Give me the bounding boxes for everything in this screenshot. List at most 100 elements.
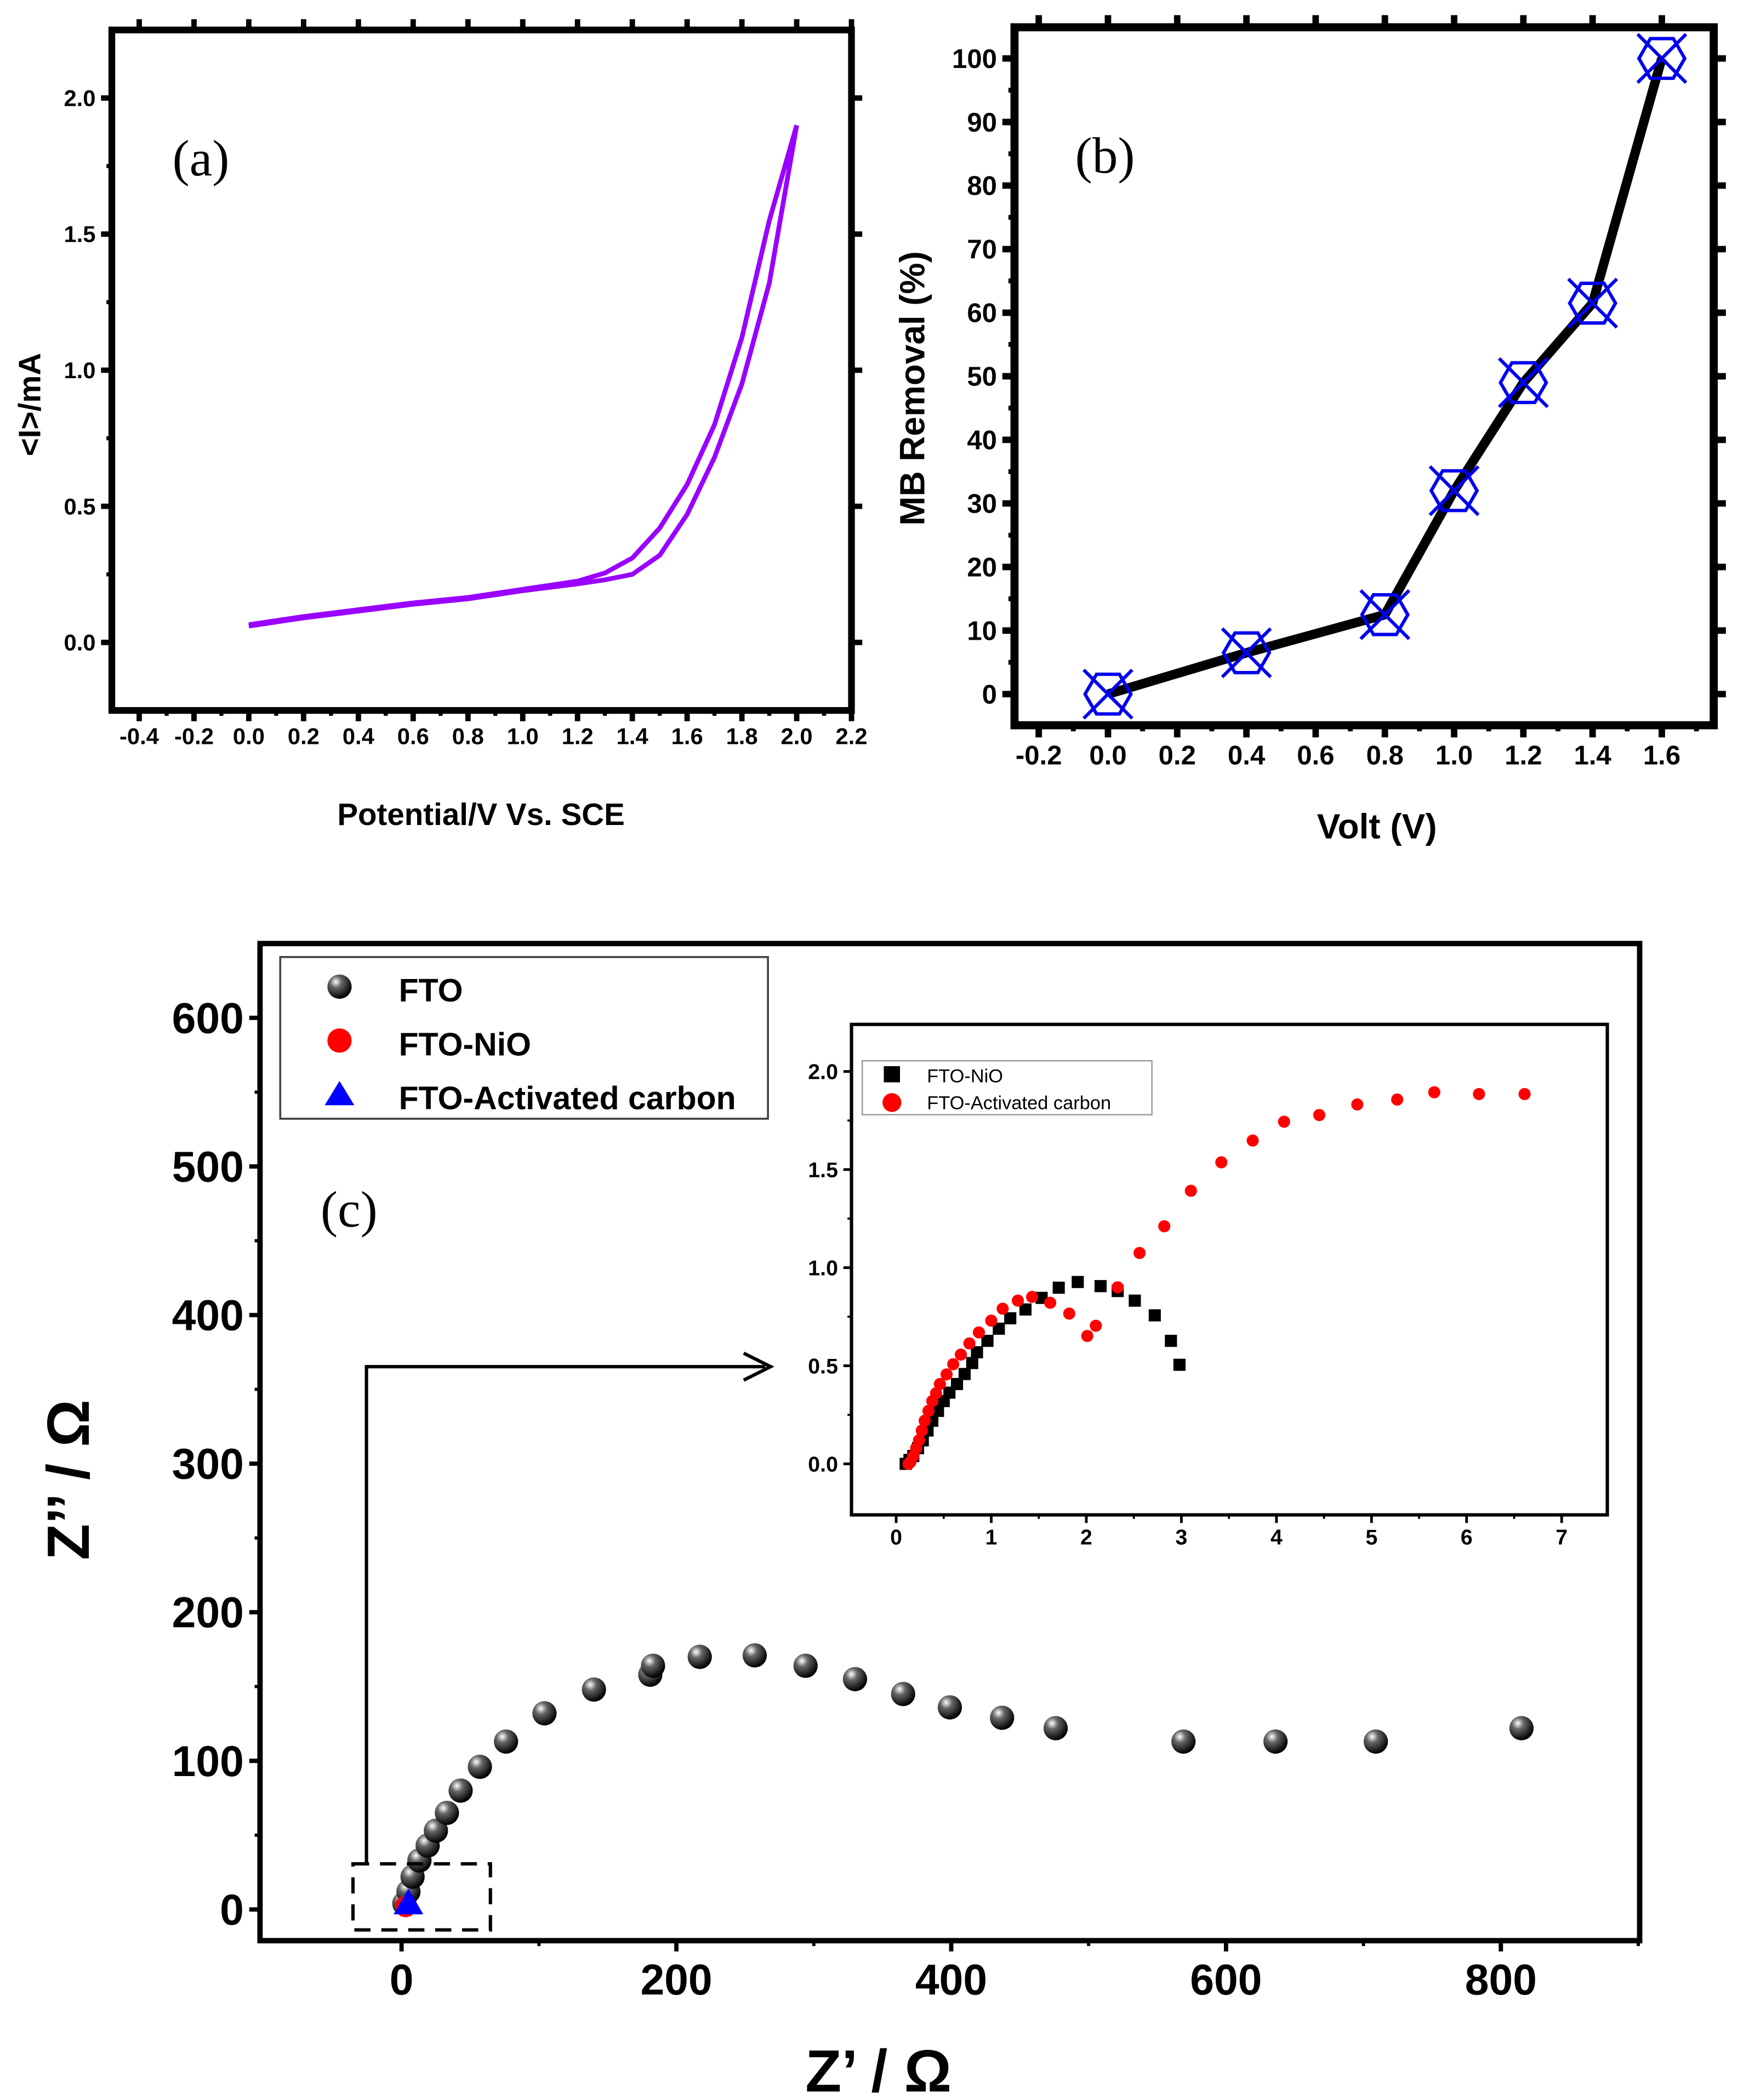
- y-tick-label: 10: [967, 616, 997, 646]
- y-tick-label: 50: [967, 362, 997, 392]
- y-tick-label: 200: [172, 1589, 244, 1637]
- inset-point-fto-ac: [954, 1348, 967, 1361]
- y-tick-label: 100: [172, 1737, 244, 1785]
- data-point-cross: [1636, 33, 1688, 84]
- x-tick-label: 0: [890, 1526, 902, 1550]
- y-tick-label: 0: [982, 679, 997, 709]
- legend-marker-fto-ac: [324, 1081, 355, 1106]
- zoom-region-dashed-box: [351, 1862, 492, 1932]
- x-tick-label: 800: [1465, 1956, 1537, 2004]
- y-tick-label: 40: [967, 425, 997, 456]
- data-point-fto: [1043, 1716, 1068, 1740]
- data-point-fto: [1263, 1729, 1288, 1754]
- y-tick-label: 400: [172, 1291, 244, 1340]
- data-point-hexagon: [1221, 631, 1272, 675]
- x-tick-label: 2.2: [836, 724, 868, 749]
- y-tick-label: 90: [967, 107, 997, 138]
- x-tick-label: 0.8: [1366, 740, 1404, 770]
- data-point-hexagon: [1083, 673, 1133, 716]
- data-point-cross: [1428, 465, 1480, 516]
- y-tick-label: 1.0: [808, 1256, 838, 1280]
- inset-point-fto-nio: [1004, 1312, 1017, 1324]
- x-tick-label: 1.6: [671, 724, 703, 749]
- x-tick-label: 5: [1365, 1526, 1377, 1550]
- x-tick-label: -0.4: [119, 724, 159, 749]
- y-tick-label: 0.0: [808, 1452, 838, 1476]
- x-tick-label: 4: [1270, 1526, 1283, 1550]
- inset-point-fto-ac: [930, 1387, 942, 1399]
- inset-point-fto-ac: [1133, 1247, 1146, 1259]
- data-point-fto: [424, 1818, 448, 1843]
- inset-point-fto-nio: [1165, 1335, 1177, 1347]
- inset-legend-marker-ac: [882, 1093, 902, 1112]
- x-tick-label: 200: [640, 1956, 712, 2004]
- y-tick-label: 60: [967, 298, 997, 328]
- data-point-fto: [1509, 1716, 1534, 1740]
- data-point-fto: [687, 1644, 712, 1669]
- y-tick-label: 20: [967, 553, 997, 583]
- inset-point-fto-ac: [1026, 1290, 1039, 1303]
- inset-point-fto-ac: [922, 1404, 935, 1417]
- inset-legend: FTO-NiO FTO-Activated carbon: [861, 1060, 1153, 1116]
- data-point-fto: [990, 1705, 1015, 1730]
- data-point-fto: [793, 1653, 818, 1678]
- legend-label: FTO-NiO: [927, 1066, 1003, 1086]
- x-tick-label: 0.4: [343, 724, 374, 749]
- x-tick-label: 1.2: [562, 724, 594, 749]
- inset-point-fto-ac: [996, 1302, 1009, 1315]
- inset-point-fto-nio: [958, 1368, 971, 1380]
- panel-c-plot: 0 200 400 600 800 0 100 200 300 400 500 600: [172, 941, 1643, 2004]
- x-tick-label: 1.6: [1643, 740, 1680, 770]
- x-tick-label: 1.8: [726, 724, 758, 749]
- data-point-fto: [468, 1755, 492, 1779]
- inset-point-fto-ac: [985, 1314, 998, 1327]
- data-point-fto: [641, 1653, 665, 1678]
- data-point-fto: [842, 1667, 868, 1692]
- panel-b-ylabel: MB Removal (%): [892, 251, 932, 526]
- x-tick-label: -0.2: [1016, 740, 1062, 770]
- data-point-hexagon: [1637, 37, 1687, 80]
- data-point-hexagon: [1360, 593, 1410, 636]
- y-tick-label: 80: [967, 171, 997, 201]
- x-tick-label: 6: [1461, 1526, 1473, 1550]
- x-tick-label: 1.2: [1505, 740, 1542, 770]
- panel-a-xlabel: Potential/V Vs. SCE: [337, 797, 624, 832]
- legend-box: [279, 956, 769, 1120]
- y-tick-label: 500: [172, 1142, 244, 1191]
- y-tick-label: 100: [952, 44, 997, 74]
- x-tick-label: 400: [915, 1956, 987, 2004]
- inset-point-fto-ac: [947, 1358, 960, 1370]
- inset-point-fto-nio: [981, 1335, 994, 1347]
- x-tick-label: 0: [390, 1956, 414, 2004]
- legend-label: FTO: [399, 972, 463, 1009]
- data-point-fto: [448, 1778, 473, 1803]
- data-point-cross: [1221, 627, 1272, 679]
- data-point-cross: [1497, 357, 1549, 408]
- y-tick-label: 300: [172, 1440, 244, 1488]
- inset-point-fto-nio: [1148, 1309, 1161, 1322]
- data-point-fto: [742, 1643, 767, 1668]
- x-tick-label: 0.0: [1089, 740, 1126, 770]
- inset-legend-marker-nio: [884, 1066, 901, 1083]
- panel-c-legend: FTO FTO-NiO FTO-Activated carbon: [279, 956, 769, 1120]
- panel-a-ylabel: <I>/mA: [13, 353, 47, 456]
- x-tick-label: 1.4: [1574, 740, 1612, 770]
- inset-point-fto-ac: [915, 1424, 928, 1437]
- panel-b-xlabel: Volt (V): [1317, 807, 1437, 846]
- inset-point-fto-ac: [940, 1368, 953, 1381]
- x-tick-label: 0.2: [1159, 740, 1196, 770]
- data-point-fto: [937, 1695, 962, 1720]
- data-point-fto: [1364, 1729, 1388, 1754]
- x-tick-label: 600: [1190, 1956, 1262, 2004]
- panel-a-label: (a): [173, 130, 230, 187]
- x-tick-label: 2.0: [781, 724, 813, 749]
- panel-b-plot: -0.2 0.0 0.2 0.4 0.6 0.8 1.0 1.2 1.4 1.6 0 10 20 30 40…: [952, 15, 1726, 770]
- inset-point-fto-ac: [1518, 1088, 1531, 1100]
- data-point-fto-ac: [394, 1888, 424, 1915]
- y-tick-label: 600: [172, 994, 244, 1042]
- x-tick-label: 0.2: [288, 724, 320, 749]
- data-point-hexagon: [1429, 469, 1479, 513]
- legend-label: FTO-Activated carbon: [399, 1080, 736, 1117]
- data-point-fto: [494, 1729, 518, 1754]
